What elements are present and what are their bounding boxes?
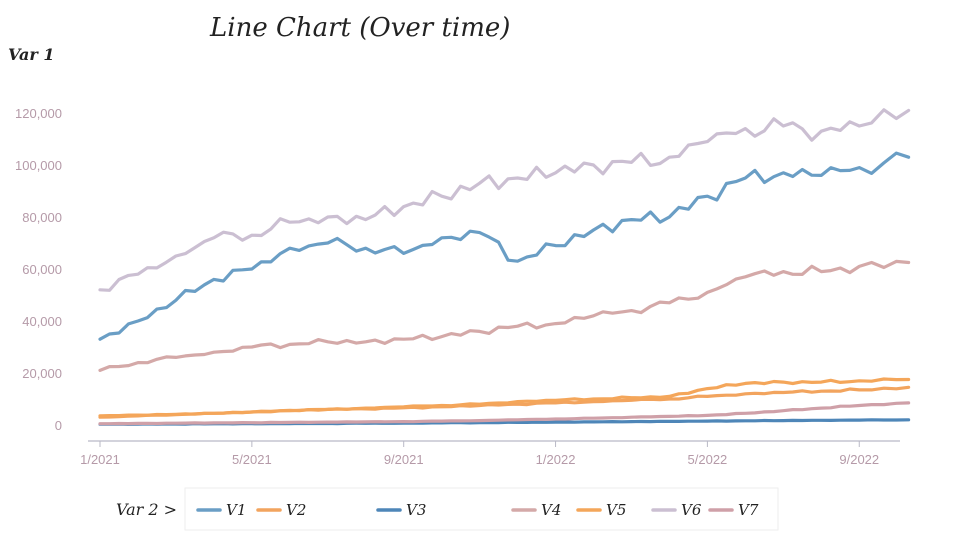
y-tick-label: 120,000 (15, 106, 62, 121)
series-lines (98, 108, 911, 426)
legend-title: Var 2 > (116, 500, 177, 519)
x-tick-label: 5/2022 (688, 452, 728, 467)
y-tick-label: 40,000 (22, 314, 62, 329)
series-line-v5 (98, 377, 911, 418)
legend: V1 V2 V3 V4 V5 V6 V7 (196, 501, 759, 519)
y-tick-label: 60,000 (22, 262, 62, 277)
legend-box (184, 487, 779, 531)
series-line-v4 (98, 259, 911, 372)
x-tick-label: 9/2021 (384, 452, 424, 467)
legend-label-v2: V2 (286, 501, 306, 519)
series-line-v6 (98, 108, 911, 292)
x-tick-label: 5/2021 (232, 452, 272, 467)
y-axis: 0 20,000 40,000 60,000 80,000 100,000 120,000 (15, 106, 62, 433)
y-axis-label: Var 1 (8, 45, 54, 64)
y-tick-label: 20,000 (22, 366, 62, 381)
x-tick-label: 1/2021 (80, 452, 120, 467)
legend-label-v6: V6 (681, 501, 702, 519)
y-tick-label: 0 (55, 418, 62, 433)
x-tick-label: 1/2022 (536, 452, 576, 467)
legend-label-v3: V3 (406, 501, 426, 519)
x-axis: 1/2021 5/2021 9/2021 1/2022 5/2022 9/2022 (80, 441, 879, 467)
y-tick-label: 80,000 (22, 210, 62, 225)
series-line-v7 (98, 401, 911, 426)
legend-label-v4: V4 (541, 501, 561, 519)
chart-title: Line Chart (Over time) (209, 13, 510, 43)
y-tick-label: 100,000 (15, 158, 62, 173)
series-line-v1 (98, 151, 911, 341)
legend-label-v5: V5 (606, 501, 626, 519)
legend-label-v1: V1 (226, 501, 246, 519)
x-tick-label: 9/2022 (839, 452, 879, 467)
legend-label-v7: V7 (738, 501, 759, 519)
